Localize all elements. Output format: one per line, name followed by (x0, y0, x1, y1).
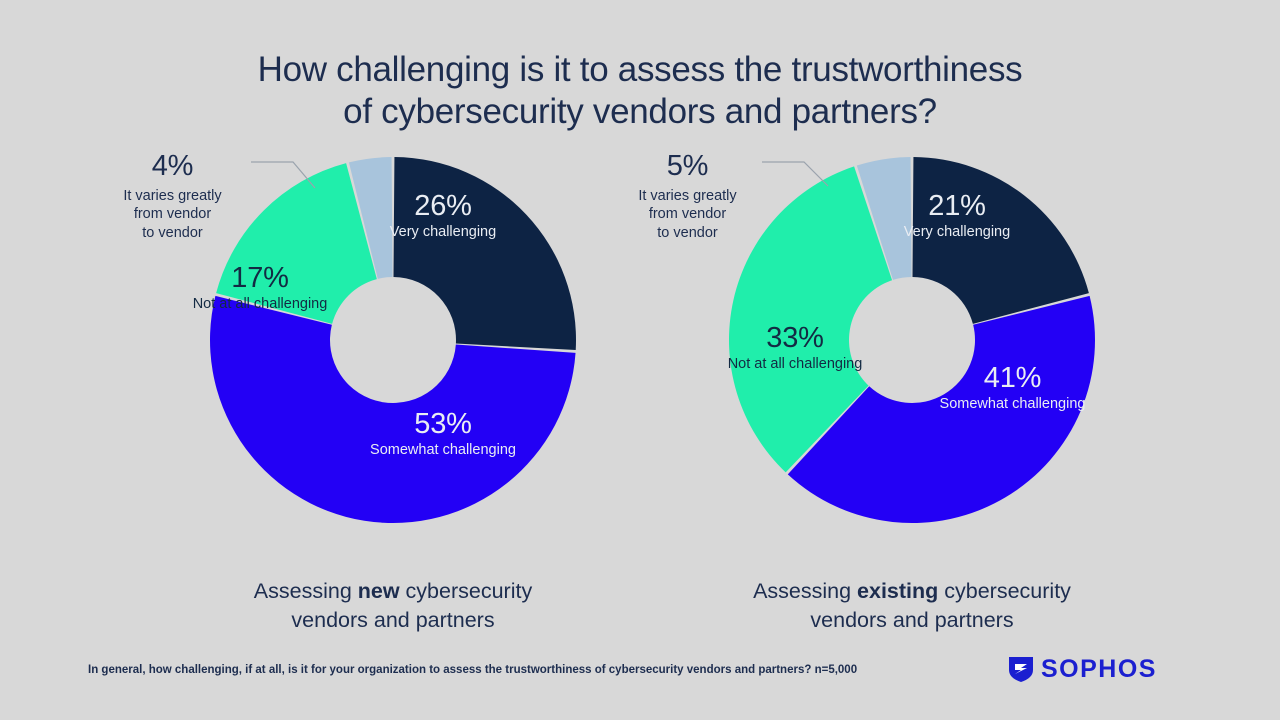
donut-chart-new-vendors: 26% Very challenging 53% Somewhat challe… (123, 130, 653, 560)
donut-slice (912, 157, 1089, 324)
donut-svg-existing-vendors (729, 157, 1095, 523)
sophos-logo: SOPHOS (1008, 655, 1157, 683)
shield-icon (1009, 657, 1033, 682)
donut-slices (729, 157, 1095, 523)
donut-slices (209, 157, 576, 524)
donut-slice (216, 163, 377, 324)
charts-container: 26% Very challenging 53% Somewhat challe… (0, 130, 1280, 560)
caption-emphasis: existing (857, 579, 939, 603)
page-title: How challenging is it to assess the trus… (257, 50, 1023, 132)
donut-svg-new-vendors (209, 157, 576, 524)
caption-suffix: cybersecurity vendors and partners (810, 579, 1071, 632)
leader-line-icon (762, 161, 829, 187)
donut-slice (348, 157, 393, 279)
donut-slice (787, 295, 1095, 523)
donut-slice (729, 166, 893, 473)
chart-caption-existing-vendors: Assessing existing cybersecurity vendors… (652, 548, 1172, 635)
sophos-wordmark: SOPHOS (1041, 654, 1157, 683)
caption-suffix: cybersecurity vendors and partners (291, 579, 533, 632)
callout-it-varies-greatly: 4% It varies greatly from vendor to vend… (123, 150, 222, 241)
donut-slice (856, 157, 912, 280)
chart-caption-new-vendors: Assessing new cybersecurity vendors and … (133, 548, 653, 635)
caption-emphasis: new (357, 579, 400, 603)
donut-slice (393, 157, 576, 351)
leader-line-icon (251, 161, 316, 189)
donut-slice (209, 295, 576, 524)
survey-footnote: In general, how challenging, if at all, … (88, 664, 858, 676)
caption-prefix: Assessing (753, 579, 858, 603)
caption-prefix: Assessing (253, 579, 358, 603)
donut-chart-existing-vendors: 21% Very challenging 41% Somewhat challe… (638, 130, 1172, 560)
callout-it-varies-greatly: 5% It varies greatly from vendor to vend… (638, 150, 737, 241)
